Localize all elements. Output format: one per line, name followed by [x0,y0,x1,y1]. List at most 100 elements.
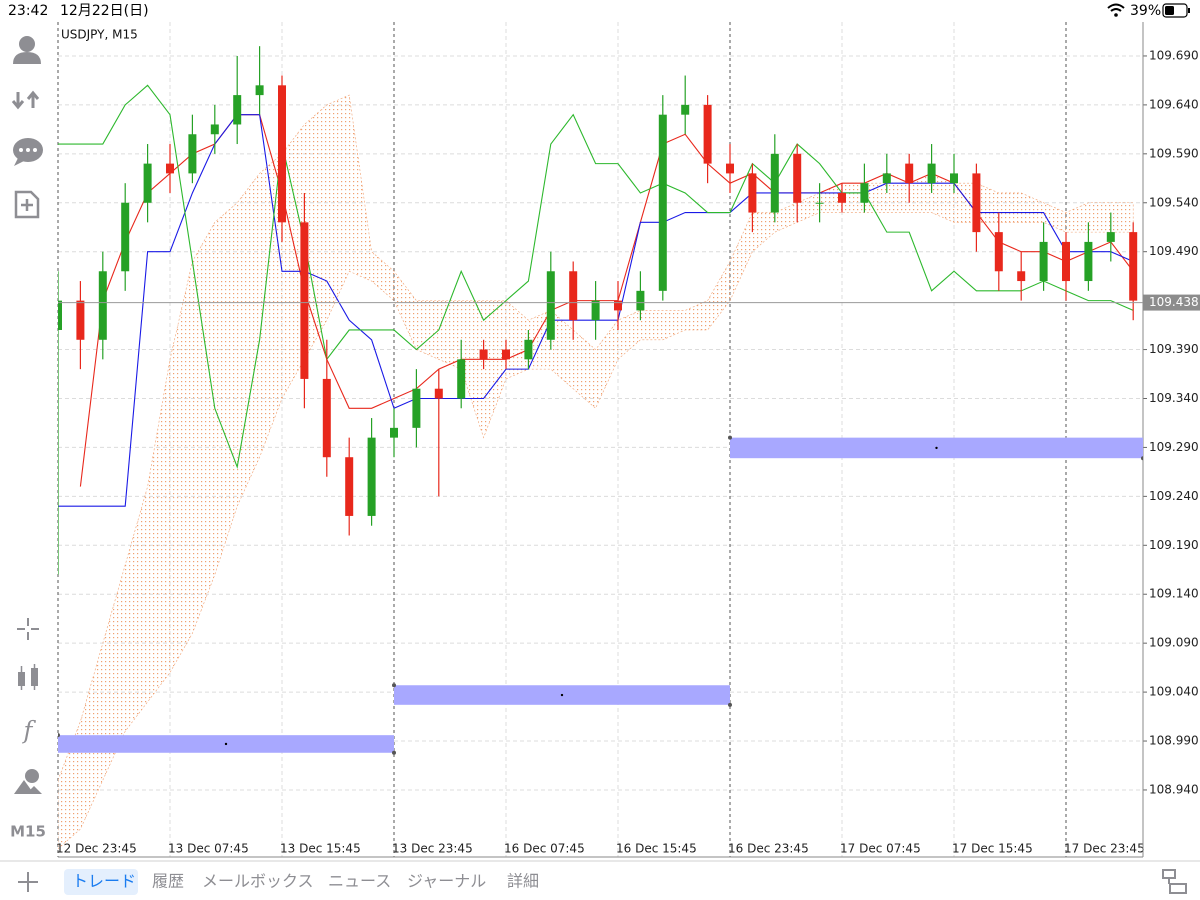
y-tick-label: 109.590 [1149,146,1199,160]
candle-body [434,388,443,399]
new-order-button[interactable] [14,190,40,219]
tab[interactable]: トレード [72,872,136,891]
y-tick-label: 109.540 [1149,195,1199,209]
candle-body [636,290,645,311]
layout-button[interactable] [1162,869,1187,894]
x-tick-label: 13 Dec 23:45 [392,842,473,856]
y-tick-label: 109.090 [1149,636,1199,650]
candle-body [58,300,62,330]
add-button[interactable] [18,872,38,892]
y-tick-label: 109.340 [1149,391,1199,405]
candle-body [322,378,331,458]
x-tick-label: 17 Dec 07:45 [840,842,921,856]
plot-layer [58,46,1143,850]
candle-body [1106,232,1115,242]
candle-body [166,163,174,174]
candle-body [345,457,354,516]
candle-body [905,163,914,184]
crosshair-button[interactable] [17,618,39,640]
candle-body [972,173,981,233]
x-tick-label: 16 Dec 07:45 [504,842,585,856]
candle-body [838,192,846,203]
candle-body [860,183,869,203]
x-tick-label: 13 Dec 15:45 [280,842,361,856]
y-tick-label: 109.190 [1149,538,1199,552]
candle-body [233,95,242,125]
candle-body [367,437,376,516]
clock: 23:42 [8,3,48,19]
x-tick-label: 12 Dec 23:45 [56,842,137,856]
candle-body [278,85,286,223]
zone-handle [728,702,732,707]
account-button[interactable] [13,36,41,64]
x-tick-label: 16 Dec 15:45 [616,842,697,856]
last-price-box [1143,294,1200,311]
zone-handle [392,750,396,755]
indicator-line [58,84,1134,470]
y-tick-label: 108.940 [1149,782,1199,796]
tab[interactable]: メールボックス [202,872,314,891]
date: 12月22日(日) [60,3,149,19]
objects-button[interactable] [14,769,42,794]
ichimoku-cloud [58,94,1134,850]
zone-handle [935,446,938,450]
candle-body [793,153,802,203]
candle-body [412,388,421,428]
wifi-dot [1114,13,1118,17]
candle-body [524,339,533,360]
y-tick-label: 109.290 [1149,440,1199,454]
zone-handle [728,435,732,440]
candle-body [502,349,510,360]
battery-cap [1188,8,1190,13]
candle-body [994,232,1003,272]
candle-body [815,202,824,204]
tab[interactable]: ジャーナル [407,872,486,891]
x-tick-label: 13 Dec 07:45 [168,842,249,856]
candle-body [457,359,466,399]
candle-body [591,300,600,321]
tab[interactable]: 履歴 [152,872,184,891]
candle-body [188,134,197,174]
candle-body [882,173,891,184]
candle-body [748,173,757,213]
candle-body [569,271,578,321]
candle-body [143,163,152,203]
candle-body [210,124,219,135]
x-tick-label: 16 Dec 23:45 [728,842,809,856]
zone-handle [560,693,564,697]
indicators-button[interactable]: f [22,717,37,745]
tab[interactable]: ニュース [328,872,391,891]
candle-body [703,104,712,164]
candle-body [1017,271,1026,282]
y-tick-label: 109.640 [1149,97,1199,111]
active-tab-bg [64,869,138,895]
candle-body [1039,241,1048,282]
candle-body [390,427,398,438]
candle-body [300,222,309,379]
timeframe-button[interactable]: M15 [10,823,46,841]
status-bar: 23:42 12月22日(日) 39% [8,3,1190,19]
x-tick-label: 17 Dec 15:45 [952,842,1033,856]
zone-handle [1141,456,1143,461]
chart-type-button[interactable] [18,664,38,690]
tab[interactable]: 詳細 [507,872,539,891]
zone-handle [58,733,60,738]
candle-body [927,163,936,184]
candle-body [76,300,85,340]
candle-body [681,104,690,115]
trade-button[interactable] [11,90,40,110]
candle-body [658,114,667,291]
candle-body [726,163,734,174]
chat-button[interactable] [13,138,43,166]
battery-fill [1165,6,1174,15]
candle-body [546,271,555,340]
y-tick-label: 109.390 [1149,342,1199,356]
wifi-icon [1107,3,1125,12]
candle-body [98,271,107,340]
candle-body [950,173,958,184]
chart: 109.690 109.640 109.590 109.540 109.490 109.3… [56,22,1200,858]
candle-body [121,202,130,272]
candle-body [614,300,622,311]
